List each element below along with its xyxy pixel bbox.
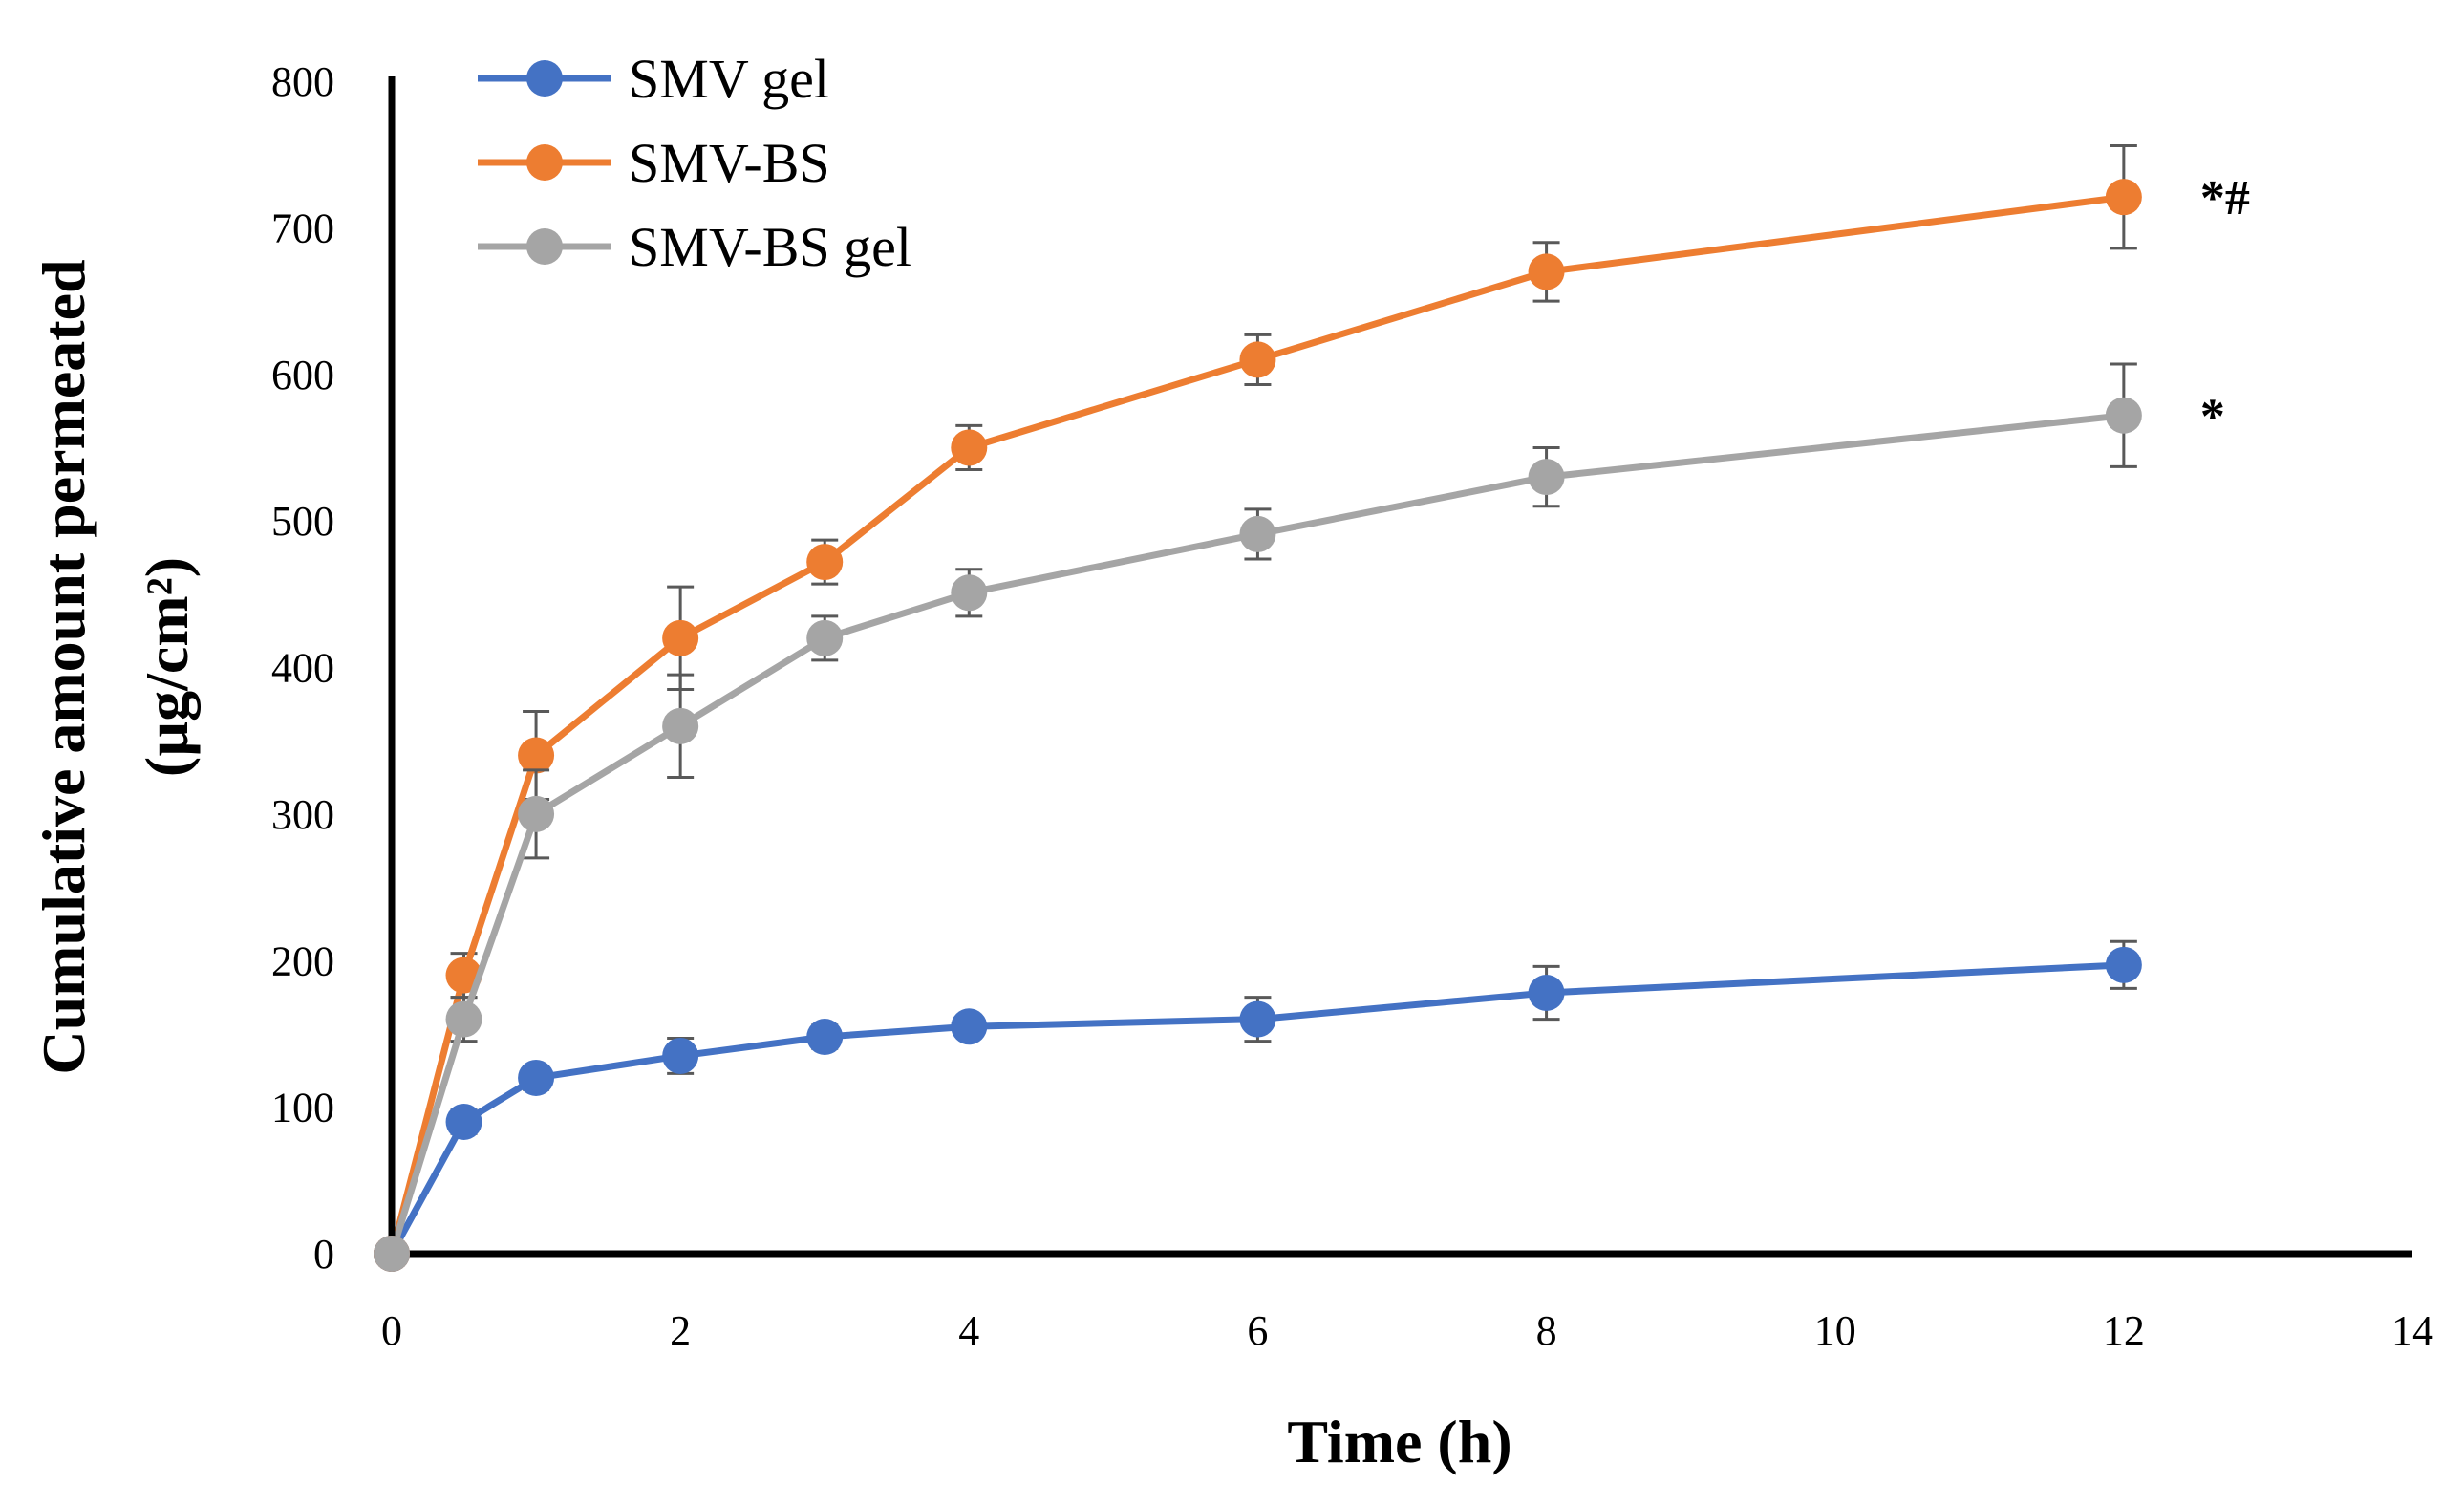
data-point	[2105, 179, 2142, 216]
data-point	[806, 544, 844, 581]
x-tick-label: 4	[958, 1307, 979, 1354]
x-tick-label: 0	[381, 1307, 402, 1354]
data-point	[518, 795, 555, 832]
legend-label: SMV-BS	[629, 132, 830, 194]
data-point	[1239, 341, 1276, 378]
data-point	[951, 574, 988, 612]
y-tick-label: 500	[271, 498, 334, 545]
data-point	[662, 707, 699, 744]
data-point	[518, 1059, 555, 1096]
x-tick-label: 2	[670, 1307, 691, 1354]
data-point	[806, 1019, 844, 1056]
y-tick-label: 100	[271, 1085, 334, 1131]
y-tick-label: 200	[271, 937, 334, 984]
y-tick-label: 700	[271, 204, 334, 251]
y-tick-label: 0	[313, 1231, 334, 1278]
y-tick-label: 400	[271, 645, 334, 692]
x-tick-label: 12	[2103, 1307, 2145, 1354]
y-tick-label: 600	[271, 352, 334, 398]
data-point	[951, 429, 988, 466]
data-point	[951, 1008, 988, 1045]
x-tick-label: 8	[1536, 1307, 1557, 1354]
series-smv-bs	[374, 143, 2142, 1272]
data-point	[2105, 397, 2142, 434]
data-point	[1239, 1000, 1276, 1038]
data-point	[1528, 974, 1565, 1011]
significance-annotation: *#	[2200, 171, 2250, 226]
data-point	[2105, 946, 2142, 983]
legend-marker	[526, 144, 563, 181]
legend-label: SMV-BS gel	[629, 216, 911, 278]
data-point	[662, 1037, 699, 1074]
data-point	[518, 737, 555, 774]
series-smv-gel	[374, 939, 2142, 1272]
legend-marker	[526, 60, 563, 97]
y-axis-title-line1: Cumulative amount permeated	[30, 259, 97, 1074]
data-point	[806, 619, 844, 656]
data-point	[445, 1000, 482, 1038]
x-axis-title: Time (h)	[1287, 1408, 1511, 1475]
legend-label: SMV gel	[629, 48, 829, 110]
annotations: *# *	[2200, 171, 2250, 444]
data-point	[1528, 253, 1565, 290]
legend: SMV gel SMV-BS SMV-BS gel	[478, 48, 911, 278]
x-tick-label: 10	[1814, 1307, 1856, 1354]
axes-layer	[374, 76, 2412, 1272]
data-point	[662, 619, 699, 656]
origin-point	[374, 1236, 410, 1272]
data-point	[1239, 515, 1276, 552]
y-tick-label: 300	[271, 791, 334, 838]
x-axis-ticks: 0 2 4 6 8 10 12 14	[381, 1307, 2433, 1354]
x-tick-label: 14	[2391, 1307, 2433, 1354]
data-point	[1528, 459, 1565, 496]
y-tick-label: 800	[271, 58, 334, 105]
y-axis-title-line2: (µg/cm²)	[133, 557, 201, 777]
data-point	[445, 1103, 482, 1140]
legend-marker	[526, 228, 563, 265]
series-layer	[374, 143, 2142, 1272]
y-axis-ticks: 0 100 200 300 400 500 600 700 800	[271, 58, 334, 1278]
significance-annotation: *	[2200, 390, 2225, 444]
series-smv-bs-gel	[374, 362, 2142, 1272]
x-tick-label: 6	[1247, 1307, 1268, 1354]
